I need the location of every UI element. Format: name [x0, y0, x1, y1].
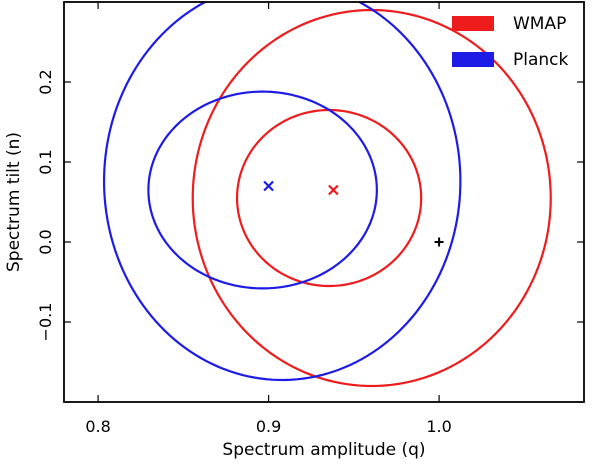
legend: WMAP Planck — [452, 14, 569, 70]
legend-swatch-planck — [452, 52, 494, 67]
legend-label-wmap: WMAP — [513, 14, 566, 34]
plot-contents — [102, 2, 552, 388]
contour-wmap-outer — [191, 8, 552, 388]
reference-point-marker — [434, 237, 444, 247]
contour-wmap-inner — [235, 108, 423, 288]
best-fit-marker-planck — [263, 180, 274, 192]
y-tick-label: 0.1 — [36, 149, 55, 174]
y-tick-label: −0.1 — [36, 303, 55, 342]
best-fit-stroke-b — [328, 184, 339, 196]
y-tick-label: 0.0 — [36, 229, 55, 254]
y-tick-label: 0.2 — [36, 69, 55, 94]
x-tick-label: 1.0 — [426, 417, 451, 436]
contour-planck-inner — [147, 90, 378, 290]
plot-area — [102, 2, 552, 388]
axes: 0.8 0.9 1.0 −0.1 0.0 0.1 0.2 Spectrum amplitude… — [4, 1, 585, 460]
legend-label-planck: Planck — [513, 50, 569, 70]
best-fit-marker-wmap — [328, 184, 339, 196]
best-fit-stroke-b — [263, 180, 274, 192]
x-axis-title: Spectrum amplitude (q) — [222, 440, 425, 460]
plot-frame — [63, 1, 585, 403]
legend-swatch-wmap — [452, 16, 494, 31]
x-tick-label: 0.8 — [85, 417, 110, 436]
contour-planck-outer — [102, 2, 462, 382]
y-axis-title: Spectrum tilt (n) — [4, 132, 24, 272]
x-tick-label: 0.9 — [256, 417, 281, 436]
